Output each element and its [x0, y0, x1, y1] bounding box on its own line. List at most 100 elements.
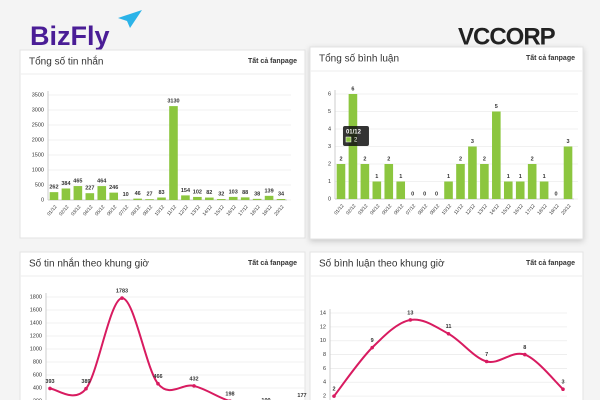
bar	[503, 181, 513, 199]
point	[446, 331, 451, 336]
y-tick-label: 6	[323, 366, 326, 372]
logo-plane	[118, 10, 142, 28]
y-tick-label: 8	[323, 352, 326, 358]
vccorp-logo: VCCORP	[458, 23, 556, 50]
bar	[563, 146, 573, 199]
bar	[527, 164, 537, 199]
y-tick-label: 2000	[32, 137, 44, 143]
value-label: 0	[435, 191, 438, 197]
bar	[61, 188, 71, 200]
bar	[264, 195, 274, 200]
fanpage-filter: Tất cả fanpage	[526, 259, 575, 267]
value-label: 262	[49, 185, 58, 191]
value-label: 432	[189, 376, 198, 382]
chart-title: Số tin nhắn theo khung giờ	[29, 257, 149, 270]
line	[49, 297, 230, 400]
point	[192, 384, 196, 388]
y-tick-label: 2	[323, 394, 326, 400]
y-tick-label: 1800	[30, 294, 42, 300]
y-tick-label: 12	[320, 324, 326, 330]
card	[19, 49, 306, 239]
point	[523, 352, 527, 357]
value-label: 102	[193, 189, 202, 195]
value-label: 1	[507, 174, 510, 180]
chart-title: Tổng số tin nhắn	[29, 55, 104, 68]
chart-card: Số tin nhắn theo khung giờ Tất cả fanpage…	[19, 251, 307, 400]
value-label: 246	[109, 185, 118, 191]
point	[332, 394, 336, 398]
value-label: 38	[254, 191, 260, 197]
chart-card: Tổng số tin nhắn Tất cả fanpage 0 500 1000 15…	[19, 49, 306, 239]
y-tick-label: 4	[328, 126, 331, 132]
point	[370, 345, 374, 350]
y-tick-label: 200	[33, 398, 42, 400]
bar	[193, 196, 202, 200]
value-label: 0	[423, 191, 426, 197]
bar	[252, 198, 262, 200]
bar	[384, 164, 394, 199]
bar	[73, 186, 83, 200]
y-tick-label: 500	[35, 182, 44, 188]
y-tick-label: 2500	[32, 122, 44, 128]
value-label: 13	[407, 310, 413, 316]
y-tick-label: 1000	[30, 346, 42, 352]
value-label: 464	[97, 179, 107, 185]
bar	[145, 199, 154, 200]
value-label: 3	[471, 139, 474, 145]
point	[48, 386, 52, 391]
value-label: 227	[85, 186, 94, 192]
y-tick-label: 3000	[32, 107, 44, 113]
value-label: 465	[73, 179, 82, 185]
chart-title: Tổng số bình luận	[319, 53, 399, 65]
bar	[492, 111, 501, 199]
value-label: 0	[411, 191, 414, 197]
value-label: 7	[485, 352, 488, 358]
tooltip-value: 2	[354, 138, 358, 144]
y-tick-label: 600	[33, 372, 42, 378]
bar	[216, 199, 226, 200]
y-tick-label: 14	[320, 310, 326, 316]
value-label: 8	[523, 345, 526, 351]
value-label: 100	[261, 398, 270, 400]
y-tick-label: 10	[320, 338, 326, 344]
bar	[228, 196, 238, 200]
value-label: 0	[555, 191, 558, 197]
chart-card: Tổng số bình luận Tất cả fanpage 0 1 2 3 4 5 6 2 0…	[309, 46, 584, 240]
bar	[181, 195, 190, 200]
value-label: 34	[278, 191, 285, 197]
value-label: 2	[363, 156, 366, 162]
value-label: 2	[459, 156, 462, 162]
point	[84, 386, 88, 391]
value-label: 46	[135, 191, 141, 197]
value-label: 2	[483, 156, 486, 162]
value-label: 9	[371, 338, 374, 344]
point	[156, 381, 160, 386]
point	[120, 296, 124, 300]
point	[484, 359, 489, 364]
bar	[336, 164, 346, 199]
y-tick-label: 1	[328, 179, 331, 185]
y-tick-label: 1200	[30, 333, 42, 339]
chart-card: Số bình luận theo khung giờ Tất cả fanpag…	[309, 251, 584, 400]
card	[309, 251, 584, 400]
value-label: 2	[387, 156, 390, 162]
bar	[276, 198, 286, 200]
value-label: 1	[399, 174, 402, 180]
y-tick-label: 3	[328, 144, 331, 150]
bar	[456, 164, 465, 199]
bar	[480, 164, 489, 199]
value-label: 3	[566, 139, 569, 145]
y-tick-label: 0	[328, 196, 331, 202]
value-label: 88	[242, 190, 248, 196]
bar	[515, 181, 525, 199]
bar	[169, 106, 178, 200]
value-label: 3130	[167, 99, 179, 105]
bar	[444, 181, 453, 199]
fanpage-filter: Tất cả fanpage	[248, 259, 297, 267]
value-label: 1	[519, 174, 522, 180]
value-label: 6	[351, 86, 354, 92]
chart-title: Số bình luận theo khung giờ	[319, 258, 445, 270]
bar	[133, 198, 142, 200]
value-label: 1	[375, 174, 378, 180]
